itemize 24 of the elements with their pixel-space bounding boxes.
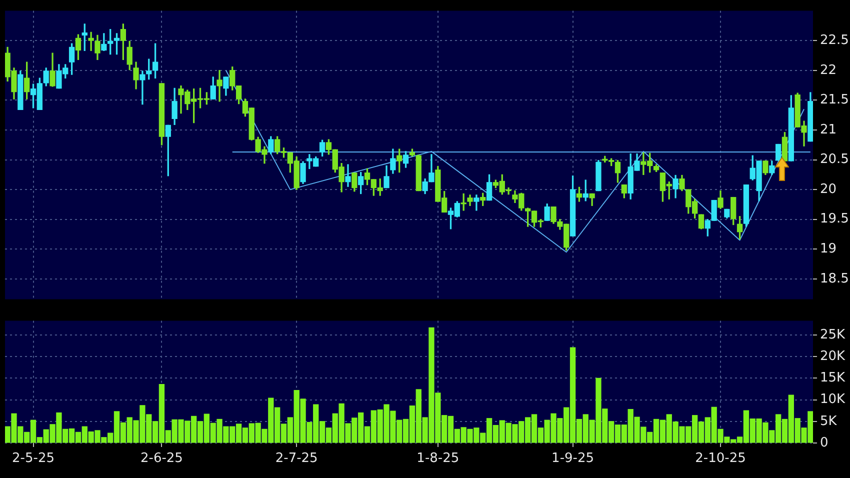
y-tick-label: 20.5 bbox=[820, 152, 849, 168]
x-tick-label: 1-9-25 bbox=[552, 451, 594, 466]
x-tick-label: 2-7-25 bbox=[275, 451, 318, 466]
x-tick-label: 1-8-25 bbox=[416, 451, 460, 466]
y-tick-label: 21.5 bbox=[820, 92, 849, 108]
candlestick bbox=[345, 164, 351, 187]
x-tick-label: 2-6-25 bbox=[140, 451, 183, 466]
y-tick-label: 19 bbox=[820, 242, 837, 257]
x-tick-label: 2-5-25 bbox=[12, 451, 54, 466]
y-tick-label: 22 bbox=[820, 62, 837, 78]
y-tick-label: 19.5 bbox=[820, 212, 849, 227]
x-tick-label: 2-10-25 bbox=[695, 451, 746, 466]
y-tick-label: 18.5 bbox=[820, 271, 849, 286]
y-tick-label: 22.5 bbox=[820, 32, 849, 48]
candlestick bbox=[88, 32, 94, 52]
y-tick-label: 10K bbox=[820, 392, 846, 408]
y-tick-label: 20K bbox=[820, 349, 846, 364]
y-tick-label: 0 bbox=[820, 435, 828, 450]
y-tick-label: 20 bbox=[820, 182, 837, 197]
candlestick bbox=[216, 70, 222, 102]
y-tick-label: 5K bbox=[820, 414, 838, 429]
y-tick-label: 15K bbox=[820, 370, 846, 386]
y-tick-label: 21 bbox=[820, 122, 837, 138]
y-tick-label: 25K bbox=[820, 327, 846, 342]
